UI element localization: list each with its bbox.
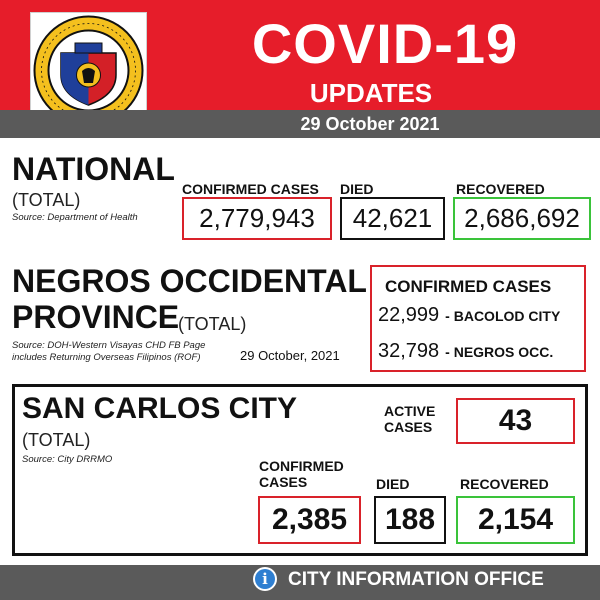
national-recovered-label: RECOVERED <box>456 181 545 197</box>
negros-title-line2: PROVINCE <box>12 299 180 335</box>
negros-row-label: - NEGROS OCC. <box>445 344 554 360</box>
san-carlos-confirmed-label-line1: CONFIRMED <box>259 458 344 474</box>
city-seal-logo <box>30 12 147 129</box>
date-bar <box>0 110 600 138</box>
san-carlos-confirmed-value: 2,385 <box>271 503 348 536</box>
footer-text: CITY INFORMATION OFFICE <box>288 569 544 590</box>
negros-row-value: 32,798 <box>378 340 440 362</box>
negros-row-label: - BACOLOD CITY <box>445 308 561 324</box>
san-carlos-confirmed-label-line2: CASES <box>259 474 308 490</box>
page-title: COVID-19 <box>251 12 519 75</box>
national-source: Source: Department of Health <box>12 212 138 223</box>
info-icon: i <box>253 567 277 591</box>
negros-source-line1: Source: DOH-Western Visayas CHD FB Page <box>12 340 206 351</box>
san-carlos-title: SAN CARLOS CITY <box>22 392 298 425</box>
city-seal-icon <box>33 15 144 126</box>
negros-total-label: (TOTAL) <box>178 314 247 334</box>
negros-source-line2: includes Returning Overseas Filipinos (R… <box>12 352 201 363</box>
footer-bar <box>0 565 600 600</box>
san-carlos-recovered-box: 2,154 <box>456 496 575 544</box>
national-recovered-value: 2,686,692 <box>464 203 580 233</box>
update-date: 29 October 2021 <box>300 114 440 134</box>
negros-source: Source: DOH-Western Visayas CHD FB Page … <box>12 340 205 364</box>
san-carlos-confirmed-box: 2,385 <box>258 496 361 544</box>
negros-row-value: 22,999 <box>378 304 440 326</box>
negros-date: 29 October, 2021 <box>240 348 340 363</box>
page-subtitle: UPDATES <box>309 78 433 108</box>
san-carlos-died-label: DIED <box>376 476 410 492</box>
national-died-box: 42,621 <box>340 197 445 240</box>
san-carlos-panel <box>12 384 588 556</box>
negros-title-line1: NEGROS OCCIDENTAL <box>12 263 367 299</box>
national-died-value: 42,621 <box>352 203 433 233</box>
san-carlos-recovered-value: 2,154 <box>477 503 554 536</box>
san-carlos-died-value: 188 <box>384 503 436 536</box>
san-carlos-active-label: ACTIVE CASES <box>384 403 435 435</box>
san-carlos-confirmed-label: CONFIRMED CASES <box>259 458 344 490</box>
san-carlos-total-label: (TOTAL) <box>22 430 91 450</box>
negros-confirmed-box <box>370 265 586 372</box>
national-recovered-box: 2,686,692 <box>453 197 591 240</box>
negros-confirmed-label: CONFIRMED CASES <box>385 277 552 296</box>
national-title: NATIONAL <box>12 151 175 187</box>
national-confirmed-label: CONFIRMED CASES <box>182 181 319 197</box>
national-died-label: DIED <box>340 181 374 197</box>
san-carlos-active-box: 43 <box>456 398 575 444</box>
san-carlos-active-label-line2: CASES <box>384 419 433 435</box>
national-total-label: (TOTAL) <box>12 190 81 210</box>
san-carlos-active-label-line1: ACTIVE <box>384 403 436 419</box>
negros-row-negros-occ: 32,798 - NEGROS OCC. <box>378 340 553 363</box>
national-confirmed-box: 2,779,943 <box>182 197 332 240</box>
san-carlos-recovered-label: RECOVERED <box>460 476 549 492</box>
negros-row-bacolod: 22,999 - BACOLOD CITY <box>378 304 560 327</box>
san-carlos-source: Source: City DRRMO <box>22 454 113 465</box>
national-confirmed-value: 2,779,943 <box>199 203 315 233</box>
san-carlos-died-box: 188 <box>374 496 446 544</box>
san-carlos-active-value: 43 <box>498 404 533 437</box>
